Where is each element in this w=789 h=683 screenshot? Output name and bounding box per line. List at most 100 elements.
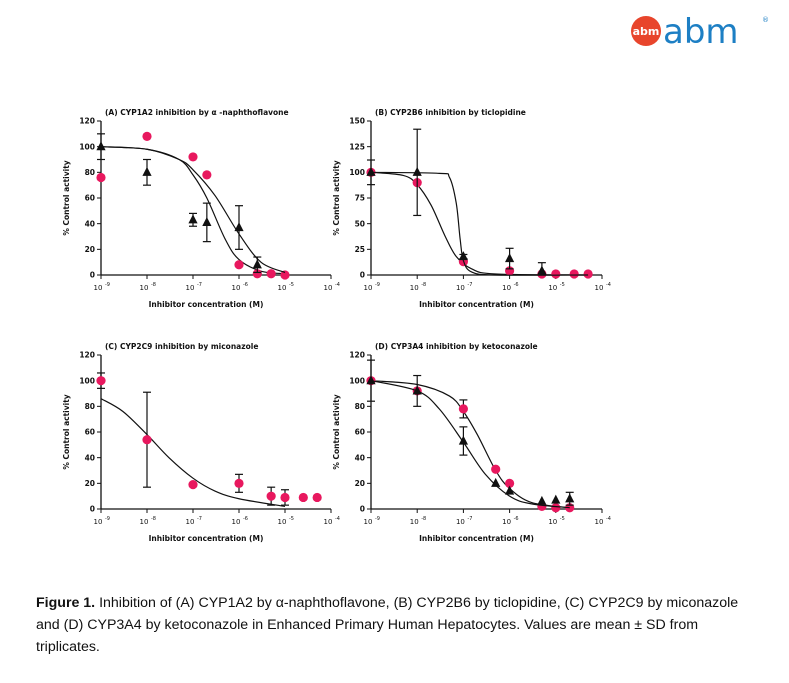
x-tick-label: 10 [548,284,557,292]
data-point-triangle [96,141,106,151]
x-axis-label: Inhibitor concentration (M) [419,300,534,309]
y-tick-label: 80 [355,402,365,411]
y-tick-label: 100 [349,376,365,385]
y-tick-label: 40 [85,453,95,462]
x-tick-label: 10 [595,518,604,526]
data-point-circle [142,435,152,445]
data-point-triangle [366,375,376,385]
data-point-circle [234,478,244,488]
x-tick-label: 10 [324,284,333,292]
x-tick-exponent: -8 [421,516,426,522]
data-point-triangle [188,214,198,224]
logo-wordmark: abm [663,12,739,50]
x-tick-label: 10 [595,284,604,292]
y-tick-label: 0 [90,271,95,280]
y-tick-label: 20 [85,245,95,254]
y-tick-label: 40 [355,453,365,462]
data-point-triangle [505,485,515,495]
data-point-circle [96,172,106,183]
x-tick-label: 10 [502,518,511,526]
x-tick-exponent: -5 [560,282,565,288]
y-tick-label: 20 [355,479,365,488]
fit-curve-triangle [100,146,286,273]
data-point-circle [491,464,501,474]
x-tick-label: 10 [502,284,511,292]
y-tick-label: 100 [79,142,95,151]
x-tick-label: 10 [278,284,287,292]
x-tick-exponent: -6 [514,516,519,522]
chart-title: (D) CYP3A4 inhibition by ketoconazole [375,342,538,351]
x-tick-exponent: -7 [467,282,472,288]
x-tick-label: 10 [364,284,373,292]
y-tick-label: 80 [85,168,95,177]
x-tick-label: 10 [324,518,333,526]
x-tick-label: 10 [278,518,287,526]
y-tick-label: 150 [349,117,365,126]
chart-title: (B) CYP2B6 inhibition by ticlopidine [375,108,526,117]
chart-panel-a: (A) CYP1A2 inhibition by α -naphthoflavo… [62,108,340,309]
figure-caption: Figure 1. Inhibition of (A) CYP1A2 by α-… [36,592,748,658]
data-point-circle [551,503,561,513]
data-point-triangle [234,222,244,232]
y-tick-label: 120 [79,351,95,360]
x-tick-exponent: -8 [421,282,426,288]
x-tick-label: 10 [140,284,149,292]
fit-curve-circle [100,146,286,275]
x-tick-label: 10 [232,518,241,526]
fit-curve-triangle [370,171,589,276]
data-point-circle [280,270,290,280]
y-tick-label: 0 [360,505,365,514]
x-tick-label: 10 [410,284,419,292]
y-tick-label: 120 [79,117,95,126]
data-point-circle [266,269,276,279]
x-tick-label: 10 [232,284,241,292]
logo-registered-mark: ® [762,16,769,24]
y-tick-label: 20 [85,479,95,488]
x-tick-label: 10 [456,518,465,526]
fit-curve-circle [100,398,286,508]
data-point-triangle [366,166,376,176]
data-point-circle [188,480,198,490]
x-tick-exponent: -4 [335,282,340,288]
y-tick-label: 40 [85,219,95,228]
chart-panel-d: (D) CYP3A4 inhibition by ketoconazole 0 20… [332,342,611,543]
data-point-circle [266,491,276,501]
y-tick-label: 60 [85,194,95,203]
x-tick-label: 10 [94,518,103,526]
x-tick-label: 10 [186,518,195,526]
fit-curve-circle [370,380,570,509]
data-point-triangle [505,253,515,263]
data-point-triangle [412,385,422,395]
data-point-triangle [458,251,468,261]
y-tick-label: 0 [360,271,365,280]
logo-badge [631,16,661,46]
abm-logo-graphic: abm abm ® [631,12,769,52]
y-tick-label: 80 [85,402,95,411]
y-tick-label: 100 [349,168,365,177]
fit-curve-circle [370,171,589,276]
chart-title: (A) CYP1A2 inhibition by α -naphthoflavo… [105,108,289,117]
chart-panel-c: (C) CYP2C9 inhibition by miconazole 0 20 40… [62,342,340,543]
data-point-triangle [537,495,547,505]
data-point-triangle [458,435,468,445]
x-tick-exponent: -8 [151,516,156,522]
data-point-triangle [551,494,561,504]
x-tick-label: 10 [410,518,419,526]
figure-panels: (A) CYP1A2 inhibition by α -naphthoflavo… [62,108,611,543]
x-tick-label: 10 [456,284,465,292]
y-axis-label: % Control activity [62,160,71,235]
x-tick-exponent: -4 [606,516,611,522]
y-axis-label: % Control activity [332,394,341,469]
y-tick-label: 75 [355,194,365,203]
x-tick-exponent: -6 [243,516,248,522]
data-point-circle [312,492,322,503]
data-point-circle [569,269,579,279]
x-tick-exponent: -6 [243,282,248,288]
x-tick-label: 10 [140,518,149,526]
x-tick-exponent: -7 [467,516,472,522]
x-tick-exponent: -5 [560,516,565,522]
data-point-circle [298,492,308,503]
logo-badge-text: abm [633,25,660,38]
x-tick-exponent: -4 [335,516,340,522]
data-point-circle [234,260,244,270]
